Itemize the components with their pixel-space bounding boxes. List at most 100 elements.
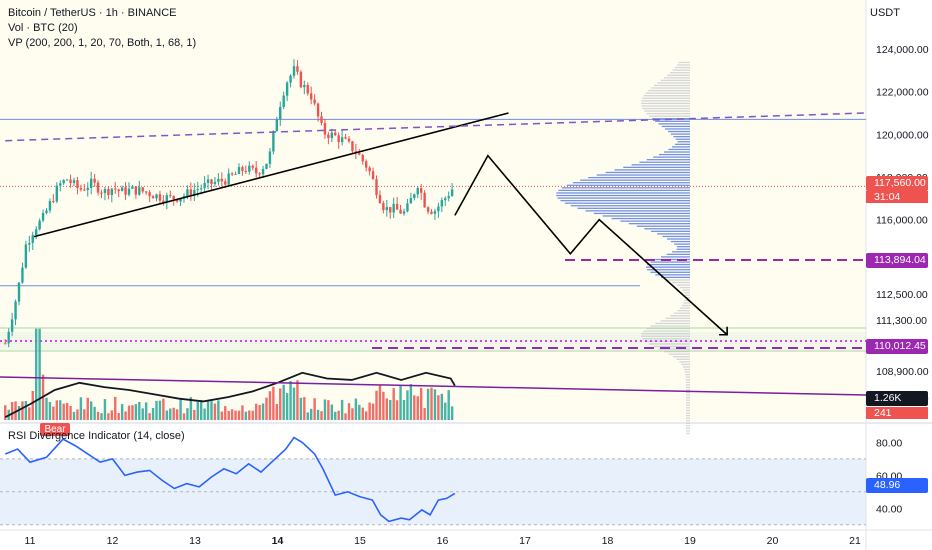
- volume-profile-bar: [668, 148, 690, 151]
- price-tick-label: 116,000.00: [876, 215, 928, 227]
- candle-body: [141, 187, 144, 192]
- volume-bar: [237, 410, 241, 420]
- time-tick-label: 20: [767, 535, 779, 547]
- volume-bar: [83, 409, 86, 420]
- candle-body: [289, 75, 292, 83]
- volume-bar: [172, 407, 175, 420]
- volume-profile-bar: [596, 174, 690, 176]
- volume-bar: [361, 407, 364, 420]
- candle-body: [303, 84, 306, 88]
- candle-body: [389, 207, 392, 213]
- volume-bar: [285, 393, 289, 420]
- volume-profile-bar: [686, 407, 690, 409]
- candle-body: [127, 188, 131, 195]
- volume-profile-bar: [667, 130, 690, 133]
- volume-profile-bar: [685, 404, 690, 406]
- volume-profile-bar: [666, 253, 690, 256]
- volume-bar: [437, 395, 440, 420]
- volume-bar: [158, 400, 162, 420]
- volume-bar: [14, 401, 17, 420]
- volume-profile-bar: [686, 409, 690, 412]
- volume-profile-bar: [665, 317, 690, 319]
- volume-bar: [426, 388, 430, 420]
- volume-profile-bar: [556, 192, 690, 194]
- volume-bar: [251, 410, 254, 420]
- volume-count-badge: 241: [866, 407, 928, 419]
- volume-bar: [364, 411, 368, 420]
- volume-bar: [196, 401, 199, 420]
- volume-bar: [17, 405, 21, 420]
- volume-profile-bar: [623, 166, 690, 169]
- volume-bar: [165, 410, 169, 420]
- volume-bar: [282, 384, 285, 420]
- volume-bar: [48, 402, 52, 420]
- candle-body: [96, 182, 100, 193]
- candle-body: [138, 187, 141, 195]
- volume-bar: [258, 404, 261, 420]
- volume-bar: [368, 402, 371, 420]
- volume-profile-bar: [666, 279, 690, 281]
- candle-body: [395, 203, 399, 210]
- volume-profile-bar: [672, 356, 690, 358]
- volume-bar: [131, 405, 134, 420]
- volume-profile-bar: [685, 394, 690, 396]
- volume-profile-bar: [649, 115, 690, 117]
- candle-body: [371, 171, 375, 180]
- candle-body: [199, 188, 203, 190]
- volume-bar: [351, 408, 354, 420]
- volume-profile-bar: [611, 217, 690, 220]
- volume-profile-bar: [593, 212, 690, 215]
- candle-body: [285, 82, 289, 96]
- volume-profile-bar: [664, 128, 690, 130]
- volume-profile-bar: [674, 66, 690, 69]
- volume-bar: [203, 408, 206, 420]
- volume-profile-bar: [686, 420, 690, 422]
- volume-profile-bar: [676, 248, 690, 250]
- candle-body: [419, 188, 423, 193]
- volume-profile-bar: [685, 297, 690, 299]
- volume-profile-bar: [642, 338, 690, 340]
- volume-bar: [248, 410, 251, 420]
- time-tick-label: 12: [107, 535, 119, 547]
- volume-bar: [447, 390, 450, 420]
- volume-profile-bar: [661, 256, 690, 258]
- volume-profile-bar: [653, 156, 690, 158]
- volume-bar: [330, 404, 334, 420]
- candle-body: [437, 206, 440, 212]
- candle-body: [244, 170, 248, 172]
- volume-bar: [272, 386, 275, 420]
- volume-profile-bar: [685, 399, 690, 401]
- volume-bar: [59, 400, 62, 420]
- candle-body: [100, 192, 103, 194]
- volume-bar: [261, 403, 265, 420]
- volume-bar: [254, 403, 258, 420]
- candle-body: [402, 211, 406, 214]
- volume-bar: [244, 411, 248, 420]
- volume-bar: [175, 409, 179, 420]
- volume-ma-line: [4, 371, 456, 418]
- candle-body: [241, 167, 244, 171]
- candle-body: [368, 167, 371, 172]
- volume-profile-bar: [655, 120, 690, 122]
- volume-profile-bar: [643, 330, 690, 332]
- volume-bar: [440, 393, 444, 420]
- candle-body: [392, 203, 395, 213]
- volume-bar: [337, 410, 340, 420]
- candle-body: [86, 187, 89, 191]
- volume-bar: [220, 411, 224, 420]
- volume-bar: [31, 390, 34, 420]
- volume-bar: [210, 401, 213, 420]
- volume-profile-bar: [653, 345, 690, 348]
- volume-profile-bar: [636, 225, 690, 227]
- volume-profile-bar: [672, 69, 690, 71]
- candle-body: [7, 331, 10, 344]
- candle-body: [89, 178, 93, 188]
- candle-body: [83, 189, 86, 191]
- currency-label[interactable]: USDT: [870, 7, 900, 19]
- volume-profile-bar: [641, 102, 690, 105]
- volume-profile-bar: [676, 358, 690, 360]
- volume-profile-bar: [647, 263, 690, 266]
- candle-body: [76, 180, 79, 189]
- volume-bar: [275, 403, 279, 420]
